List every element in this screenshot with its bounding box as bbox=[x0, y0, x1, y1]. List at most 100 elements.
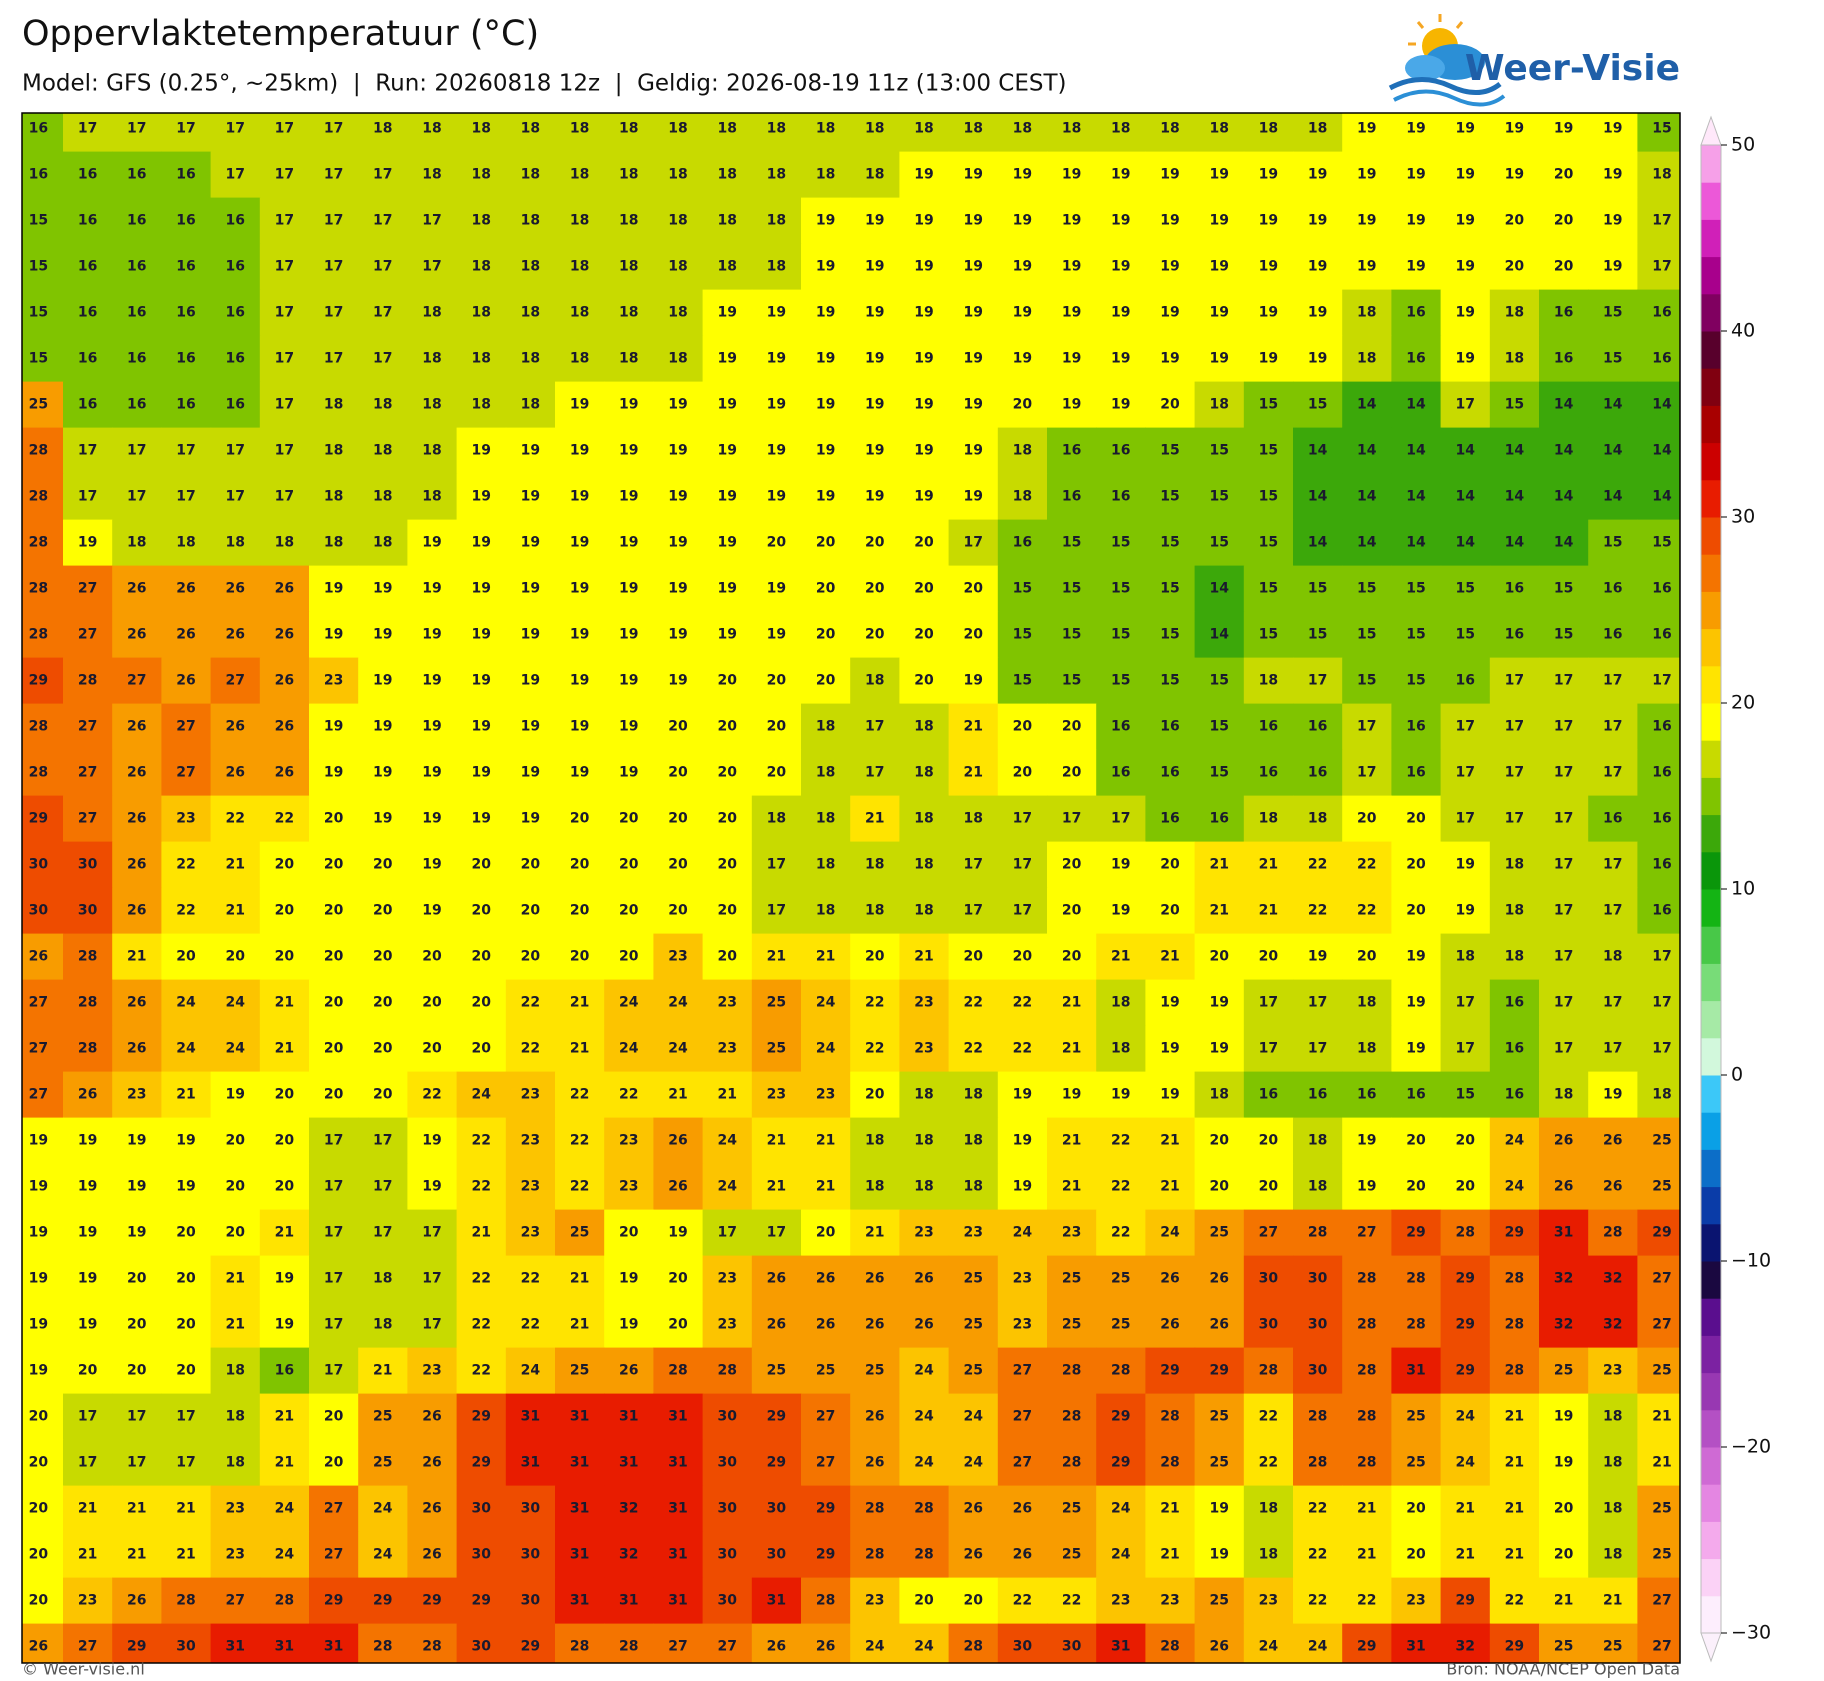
temp-cell bbox=[358, 1531, 408, 1579]
temp-cell bbox=[1243, 1347, 1294, 1395]
colorbar-tick-label: 40 bbox=[1731, 320, 1755, 342]
temp-label: 18 bbox=[521, 167, 540, 183]
temp-label: 17 bbox=[1259, 1041, 1278, 1057]
temp-label: 20 bbox=[668, 719, 688, 735]
temp-label: 16 bbox=[1062, 489, 1081, 505]
temp-cell bbox=[702, 1577, 753, 1625]
temp-label: 19 bbox=[1062, 167, 1081, 183]
temp-cell bbox=[899, 1117, 950, 1165]
temp-cell bbox=[899, 1025, 950, 1073]
temp-label: 27 bbox=[324, 1547, 343, 1563]
temp-label: 15 bbox=[1652, 121, 1671, 137]
temp-cell bbox=[751, 473, 802, 521]
temp-label: 18 bbox=[373, 443, 392, 459]
temp-cell bbox=[850, 565, 900, 613]
temp-cell bbox=[1539, 335, 1589, 383]
temp-label: 28 bbox=[1160, 1455, 1179, 1471]
temp-label: 17 bbox=[275, 305, 294, 321]
temp-cell bbox=[702, 427, 753, 475]
temp-cell bbox=[309, 1071, 359, 1119]
temp-cell bbox=[702, 1347, 753, 1395]
temp-cell bbox=[1489, 703, 1540, 751]
temp-cell bbox=[751, 749, 802, 797]
temp-cell bbox=[309, 657, 359, 705]
temp-label: 17 bbox=[1652, 995, 1671, 1011]
temp-cell bbox=[259, 1209, 310, 1257]
temp-label: 21 bbox=[767, 1133, 786, 1149]
temp-cell bbox=[1539, 795, 1589, 843]
temp-cell bbox=[702, 243, 753, 291]
temp-label: 18 bbox=[471, 259, 490, 275]
temp-cell bbox=[1047, 1255, 1097, 1303]
temp-label: 17 bbox=[1603, 995, 1622, 1011]
logo-text: Weer-Visie bbox=[1465, 48, 1680, 89]
temp-label: 19 bbox=[1554, 121, 1573, 137]
temp-cell bbox=[948, 749, 999, 797]
temp-label: 31 bbox=[619, 1455, 638, 1471]
temp-cell bbox=[112, 1163, 162, 1211]
temp-cell bbox=[1637, 1393, 1680, 1441]
temp-label: 30 bbox=[1013, 1639, 1033, 1655]
temp-cell bbox=[1243, 933, 1294, 981]
temp-cell bbox=[456, 1531, 507, 1579]
temp-label: 29 bbox=[1455, 1271, 1474, 1287]
temp-cell bbox=[948, 979, 999, 1027]
temp-cell bbox=[801, 289, 851, 337]
temp-cell bbox=[1243, 519, 1294, 567]
temp-cell bbox=[801, 1439, 851, 1487]
temp-label: 16 bbox=[225, 259, 244, 275]
temp-label: 32 bbox=[1603, 1317, 1622, 1333]
temp-cell bbox=[210, 1577, 261, 1625]
temp-label: 23 bbox=[1013, 1317, 1032, 1333]
temp-cell bbox=[63, 1025, 113, 1073]
colorbar-band bbox=[1701, 777, 1721, 816]
temp-cell bbox=[358, 1485, 408, 1533]
temp-cell bbox=[899, 795, 950, 843]
temp-cell bbox=[555, 1531, 605, 1579]
temp-label: 16 bbox=[1406, 351, 1425, 367]
temp-cell bbox=[1391, 1577, 1442, 1625]
temp-label: 16 bbox=[176, 397, 195, 413]
temp-cell bbox=[358, 151, 408, 199]
temp-cell bbox=[948, 473, 999, 521]
temp-cell bbox=[161, 427, 212, 475]
temp-label: 20 bbox=[570, 949, 590, 965]
temp-label: 20 bbox=[1259, 1133, 1279, 1149]
temp-cell bbox=[161, 289, 212, 337]
temp-cell bbox=[555, 749, 605, 797]
temp-cell bbox=[1047, 841, 1097, 889]
temp-cell bbox=[1145, 749, 1196, 797]
temp-label: 24 bbox=[176, 995, 196, 1011]
temp-cell bbox=[210, 381, 261, 429]
temp-cell bbox=[505, 1163, 556, 1211]
temp-cell bbox=[653, 243, 704, 291]
temp-cell bbox=[456, 1025, 507, 1073]
temp-label: 19 bbox=[668, 489, 687, 505]
temp-cell bbox=[309, 1531, 359, 1579]
temp-label: 20 bbox=[521, 857, 541, 873]
temp-label: 14 bbox=[1603, 397, 1623, 413]
temp-label: 17 bbox=[127, 121, 146, 137]
temp-cell bbox=[948, 113, 999, 153]
temp-cell bbox=[751, 841, 802, 889]
temp-label: 18 bbox=[865, 167, 884, 183]
colorbar-band bbox=[1701, 1335, 1721, 1374]
temp-cell bbox=[1342, 657, 1392, 705]
temp-label: 20 bbox=[127, 1317, 147, 1333]
temp-cell bbox=[22, 795, 64, 843]
temp-cell bbox=[1342, 1301, 1392, 1349]
temp-cell bbox=[555, 473, 605, 521]
temp-cell bbox=[1391, 243, 1442, 291]
temp-label: 19 bbox=[1455, 213, 1474, 229]
temp-label: 19 bbox=[521, 811, 540, 827]
temp-cell bbox=[1243, 197, 1294, 245]
temp-cell bbox=[1145, 1117, 1196, 1165]
temp-cell bbox=[1047, 243, 1097, 291]
temp-cell bbox=[358, 1255, 408, 1303]
temp-cell bbox=[1096, 933, 1146, 981]
temp-label: 21 bbox=[570, 1317, 589, 1333]
temp-label: 19 bbox=[1160, 305, 1179, 321]
temp-label: 19 bbox=[78, 1133, 97, 1149]
temp-label: 19 bbox=[1455, 305, 1474, 321]
temp-label: 19 bbox=[619, 765, 638, 781]
